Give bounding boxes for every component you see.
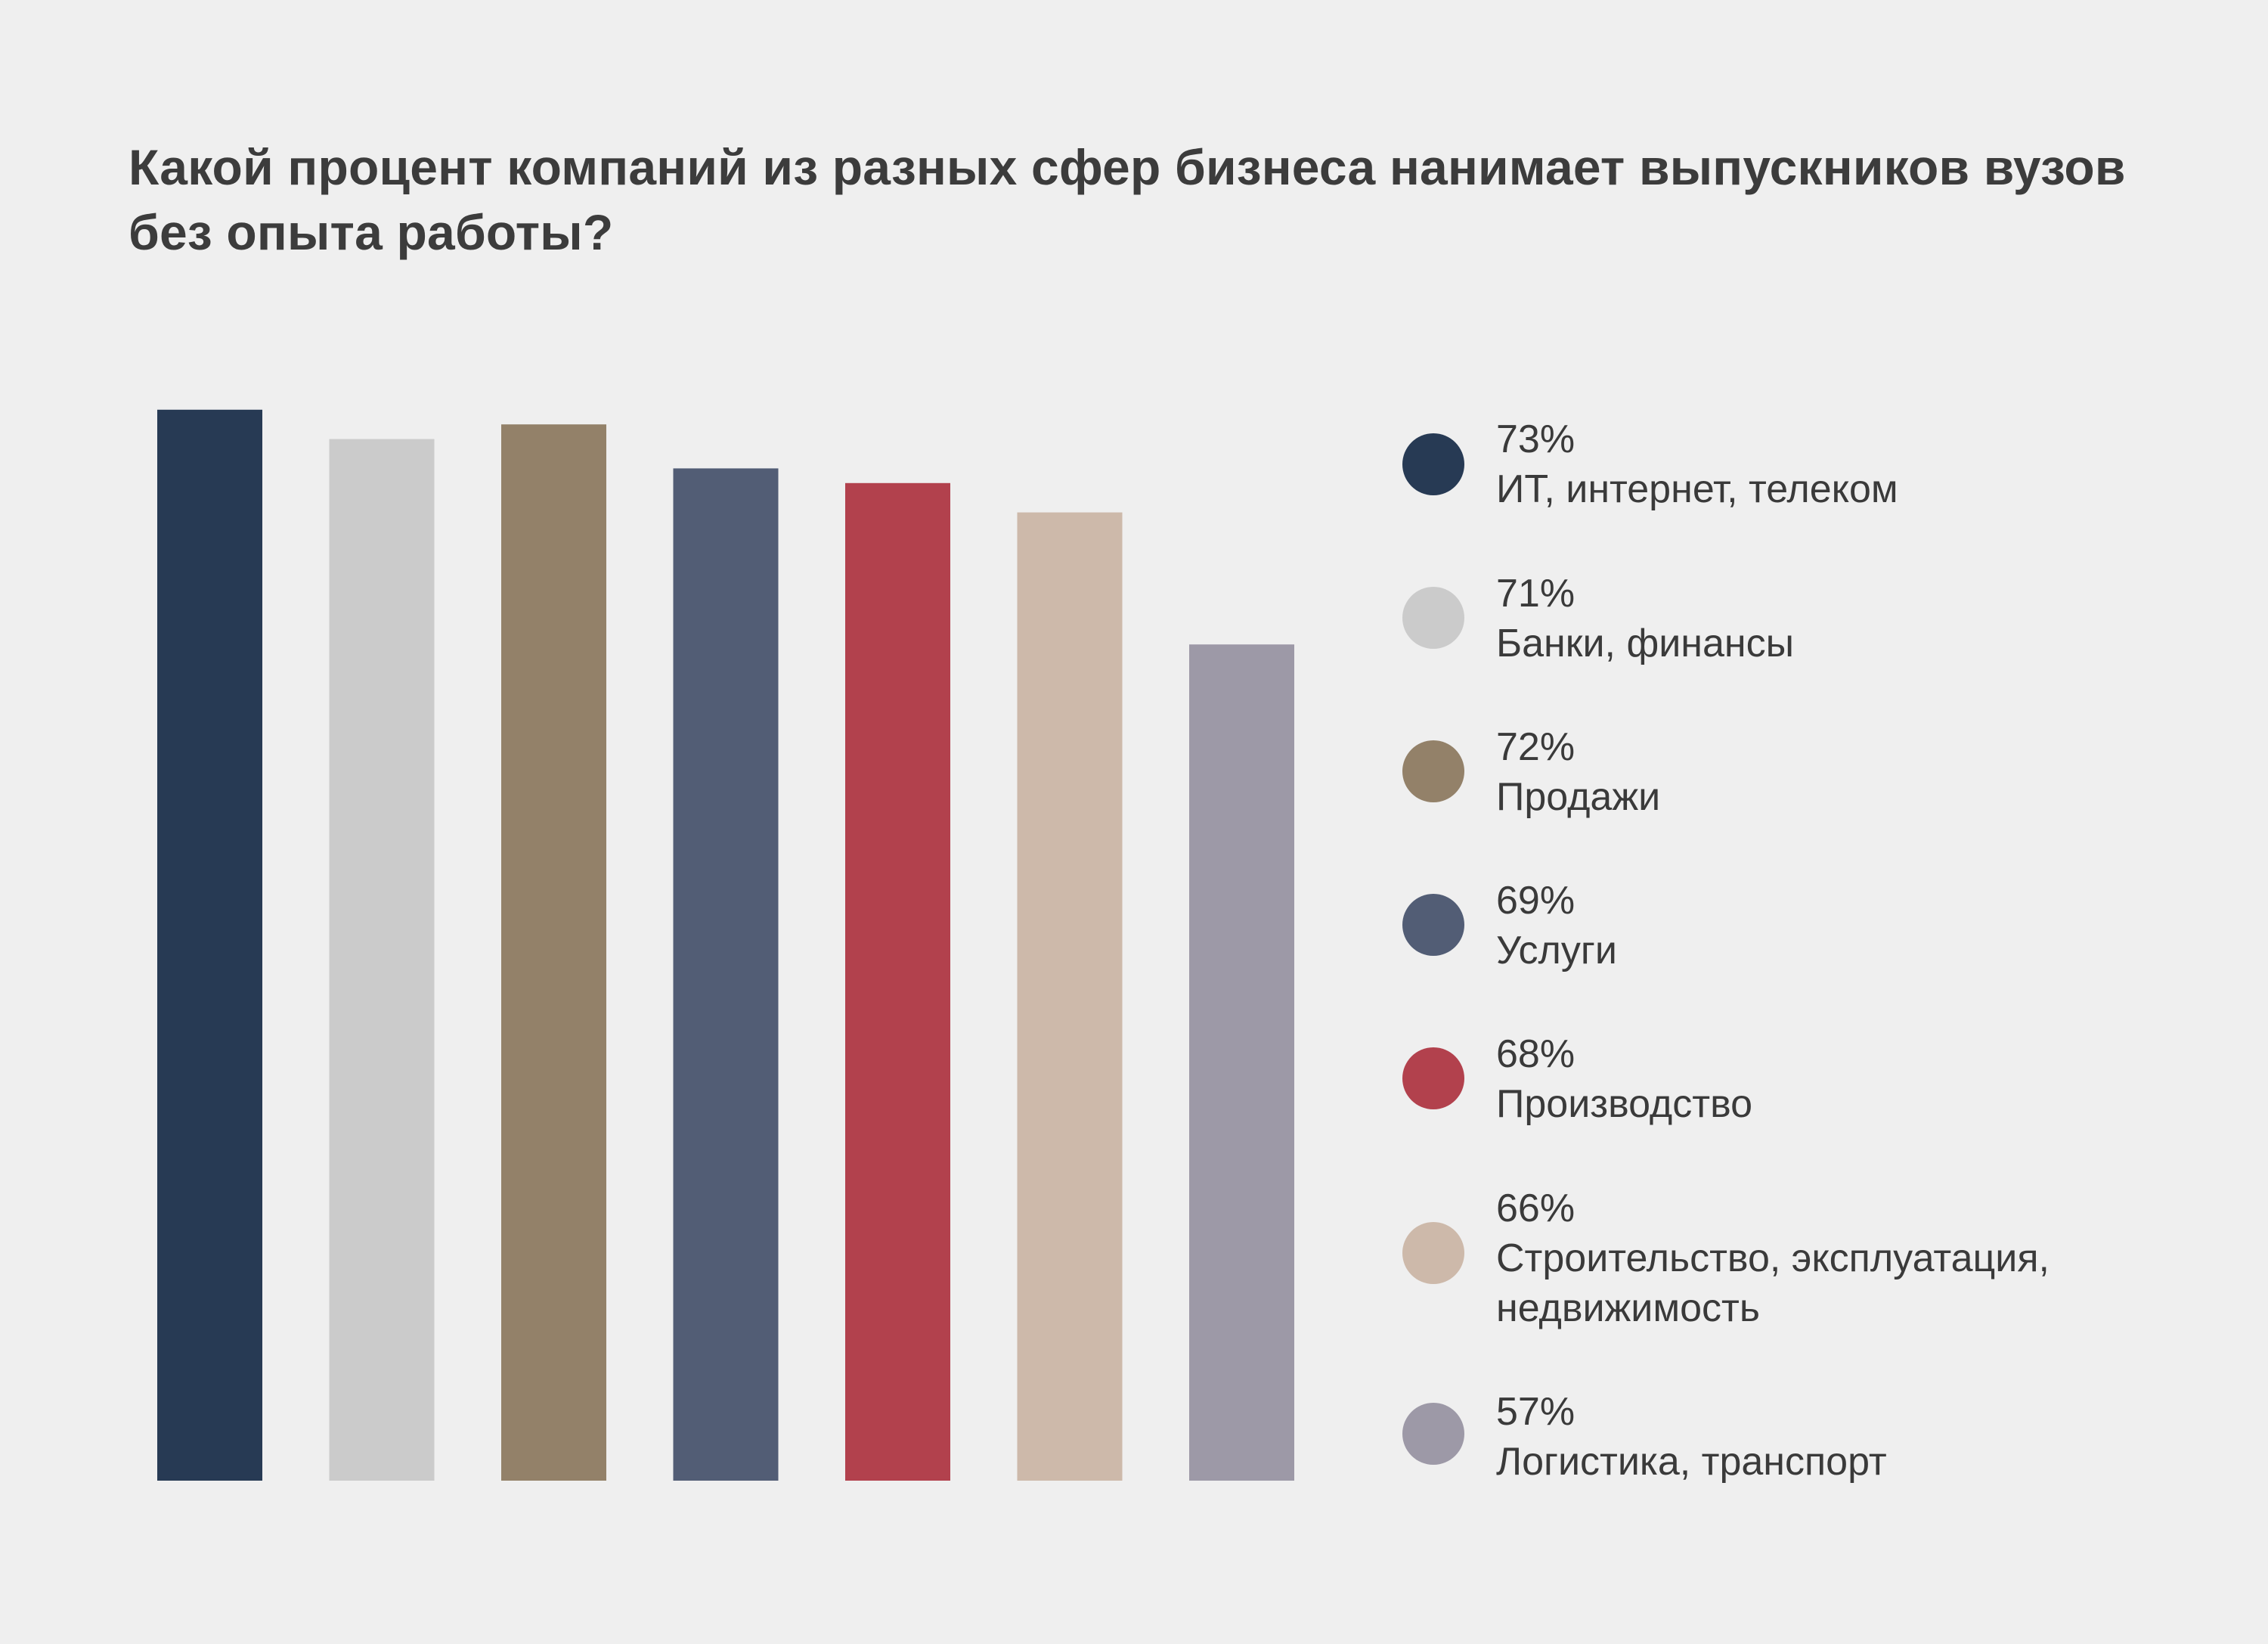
legend-text: 69% Услуги	[1496, 876, 2222, 976]
legend-category-label: Продажи	[1496, 775, 1661, 819]
legend-text: 72% Продажи	[1496, 722, 2222, 822]
legend-value-label: 57%	[1496, 1390, 1576, 1434]
legend-value-label: 72%	[1496, 725, 1576, 769]
legend-category-label: Логистика, транспорт	[1496, 1440, 1887, 1484]
legend-text: 73% ИТ, интернет, телеком	[1496, 414, 2222, 514]
legend-category-label: Производство	[1496, 1082, 1753, 1126]
bar-4	[673, 468, 779, 1481]
legend-swatch	[1402, 433, 1464, 495]
legend-value-label: 69%	[1496, 879, 1576, 923]
legend-swatch	[1402, 1222, 1464, 1284]
legend-category-label: ИТ, интернет, телеком	[1496, 467, 1898, 511]
legend-value-label: 73%	[1496, 417, 1576, 461]
legend-value-label: 71%	[1496, 572, 1576, 616]
legend-category-label: Строительство, эксплуатация, недвижимост…	[1496, 1236, 2050, 1330]
legend-text: 71% Банки, финансы	[1496, 569, 2222, 668]
bar-6	[1017, 512, 1123, 1481]
legend-swatch	[1402, 1047, 1464, 1109]
bar-chart	[157, 409, 1294, 1481]
bar-7	[1189, 644, 1294, 1481]
legend-text: 68% Производство	[1496, 1029, 2222, 1129]
bar-2	[329, 439, 435, 1481]
bar-3	[501, 424, 606, 1481]
legend-text: 57% Логистика, транспорт	[1496, 1387, 2222, 1487]
chart-title: Какой процент компаний из разных сфер би…	[129, 139, 2126, 260]
legend-swatch	[1402, 894, 1464, 956]
legend-swatch	[1402, 1403, 1464, 1465]
legend-text: 66% Строительство, эксплуатация, недвижим…	[1496, 1183, 2222, 1333]
legend-swatch	[1402, 587, 1464, 649]
legend-category-label: Банки, финансы	[1496, 622, 1795, 665]
legend-value-label: 68%	[1496, 1032, 1576, 1076]
bar-1	[157, 409, 262, 1481]
legend-swatch	[1402, 740, 1464, 802]
legend-category-label: Услуги	[1496, 929, 1617, 972]
legend-value-label: 66%	[1496, 1186, 1576, 1230]
bar-5	[845, 482, 950, 1481]
